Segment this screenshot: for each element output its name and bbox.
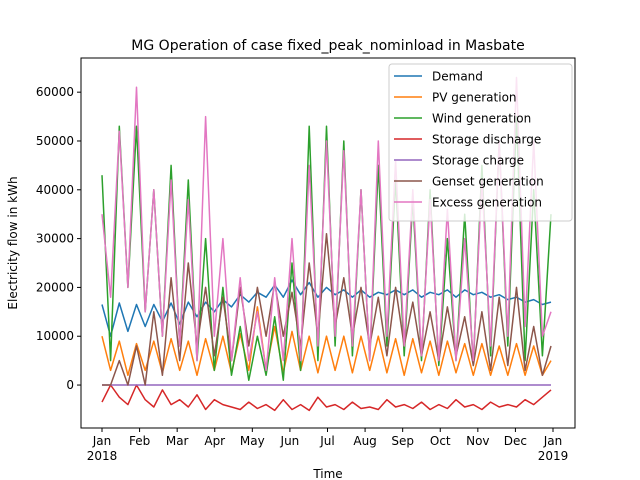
series-line <box>101 384 552 412</box>
x-tick-label: Apr <box>204 434 225 448</box>
legend-label: Storage discharge <box>432 133 541 147</box>
y-tick-label: 40000 <box>36 183 74 197</box>
legend-label: Storage charge <box>432 154 524 168</box>
y-tick-label: 50000 <box>36 134 74 148</box>
x-tick-label: Jul <box>319 434 334 448</box>
y-tick-label: 30000 <box>36 232 74 246</box>
x-tick-label: Aug <box>353 434 376 448</box>
x-tick-label: Feb <box>129 434 150 448</box>
legend-label: Demand <box>432 70 483 84</box>
x-tick-label: Oct <box>430 434 451 448</box>
y-tick-label: 10000 <box>36 329 74 343</box>
x-tick-label: Jun <box>280 434 300 448</box>
x-tick-label: May <box>240 434 265 448</box>
chart-title: MG Operation of case fixed_peak_nominloa… <box>131 38 524 54</box>
x-tick-label: Jan 2019 <box>538 434 569 463</box>
x-tick-label: Jan 2018 <box>87 434 118 463</box>
legend-label: Wind generation <box>432 112 531 126</box>
x-tick-label: Mar <box>166 434 189 448</box>
y-tick-label: 0 <box>66 378 74 392</box>
axes-frame <box>80 57 576 429</box>
y-tick-label: 60000 <box>36 85 74 99</box>
series-line <box>101 76 552 372</box>
legend-label: Excess generation <box>432 196 542 210</box>
y-tick-label: 20000 <box>36 280 74 294</box>
series-line <box>102 232 552 386</box>
legend-box <box>388 63 573 222</box>
x-axis-label: Time <box>312 467 342 480</box>
x-tick-label: Sep <box>391 434 414 448</box>
x-tick-label: Nov <box>466 434 489 448</box>
y-axis-label: Electricity flow in kWh <box>6 176 20 309</box>
legend-label: PV generation <box>432 91 517 105</box>
legend-label: Genset generation <box>432 175 544 189</box>
series-line <box>101 306 552 377</box>
x-tick-label: Dec <box>504 434 527 448</box>
